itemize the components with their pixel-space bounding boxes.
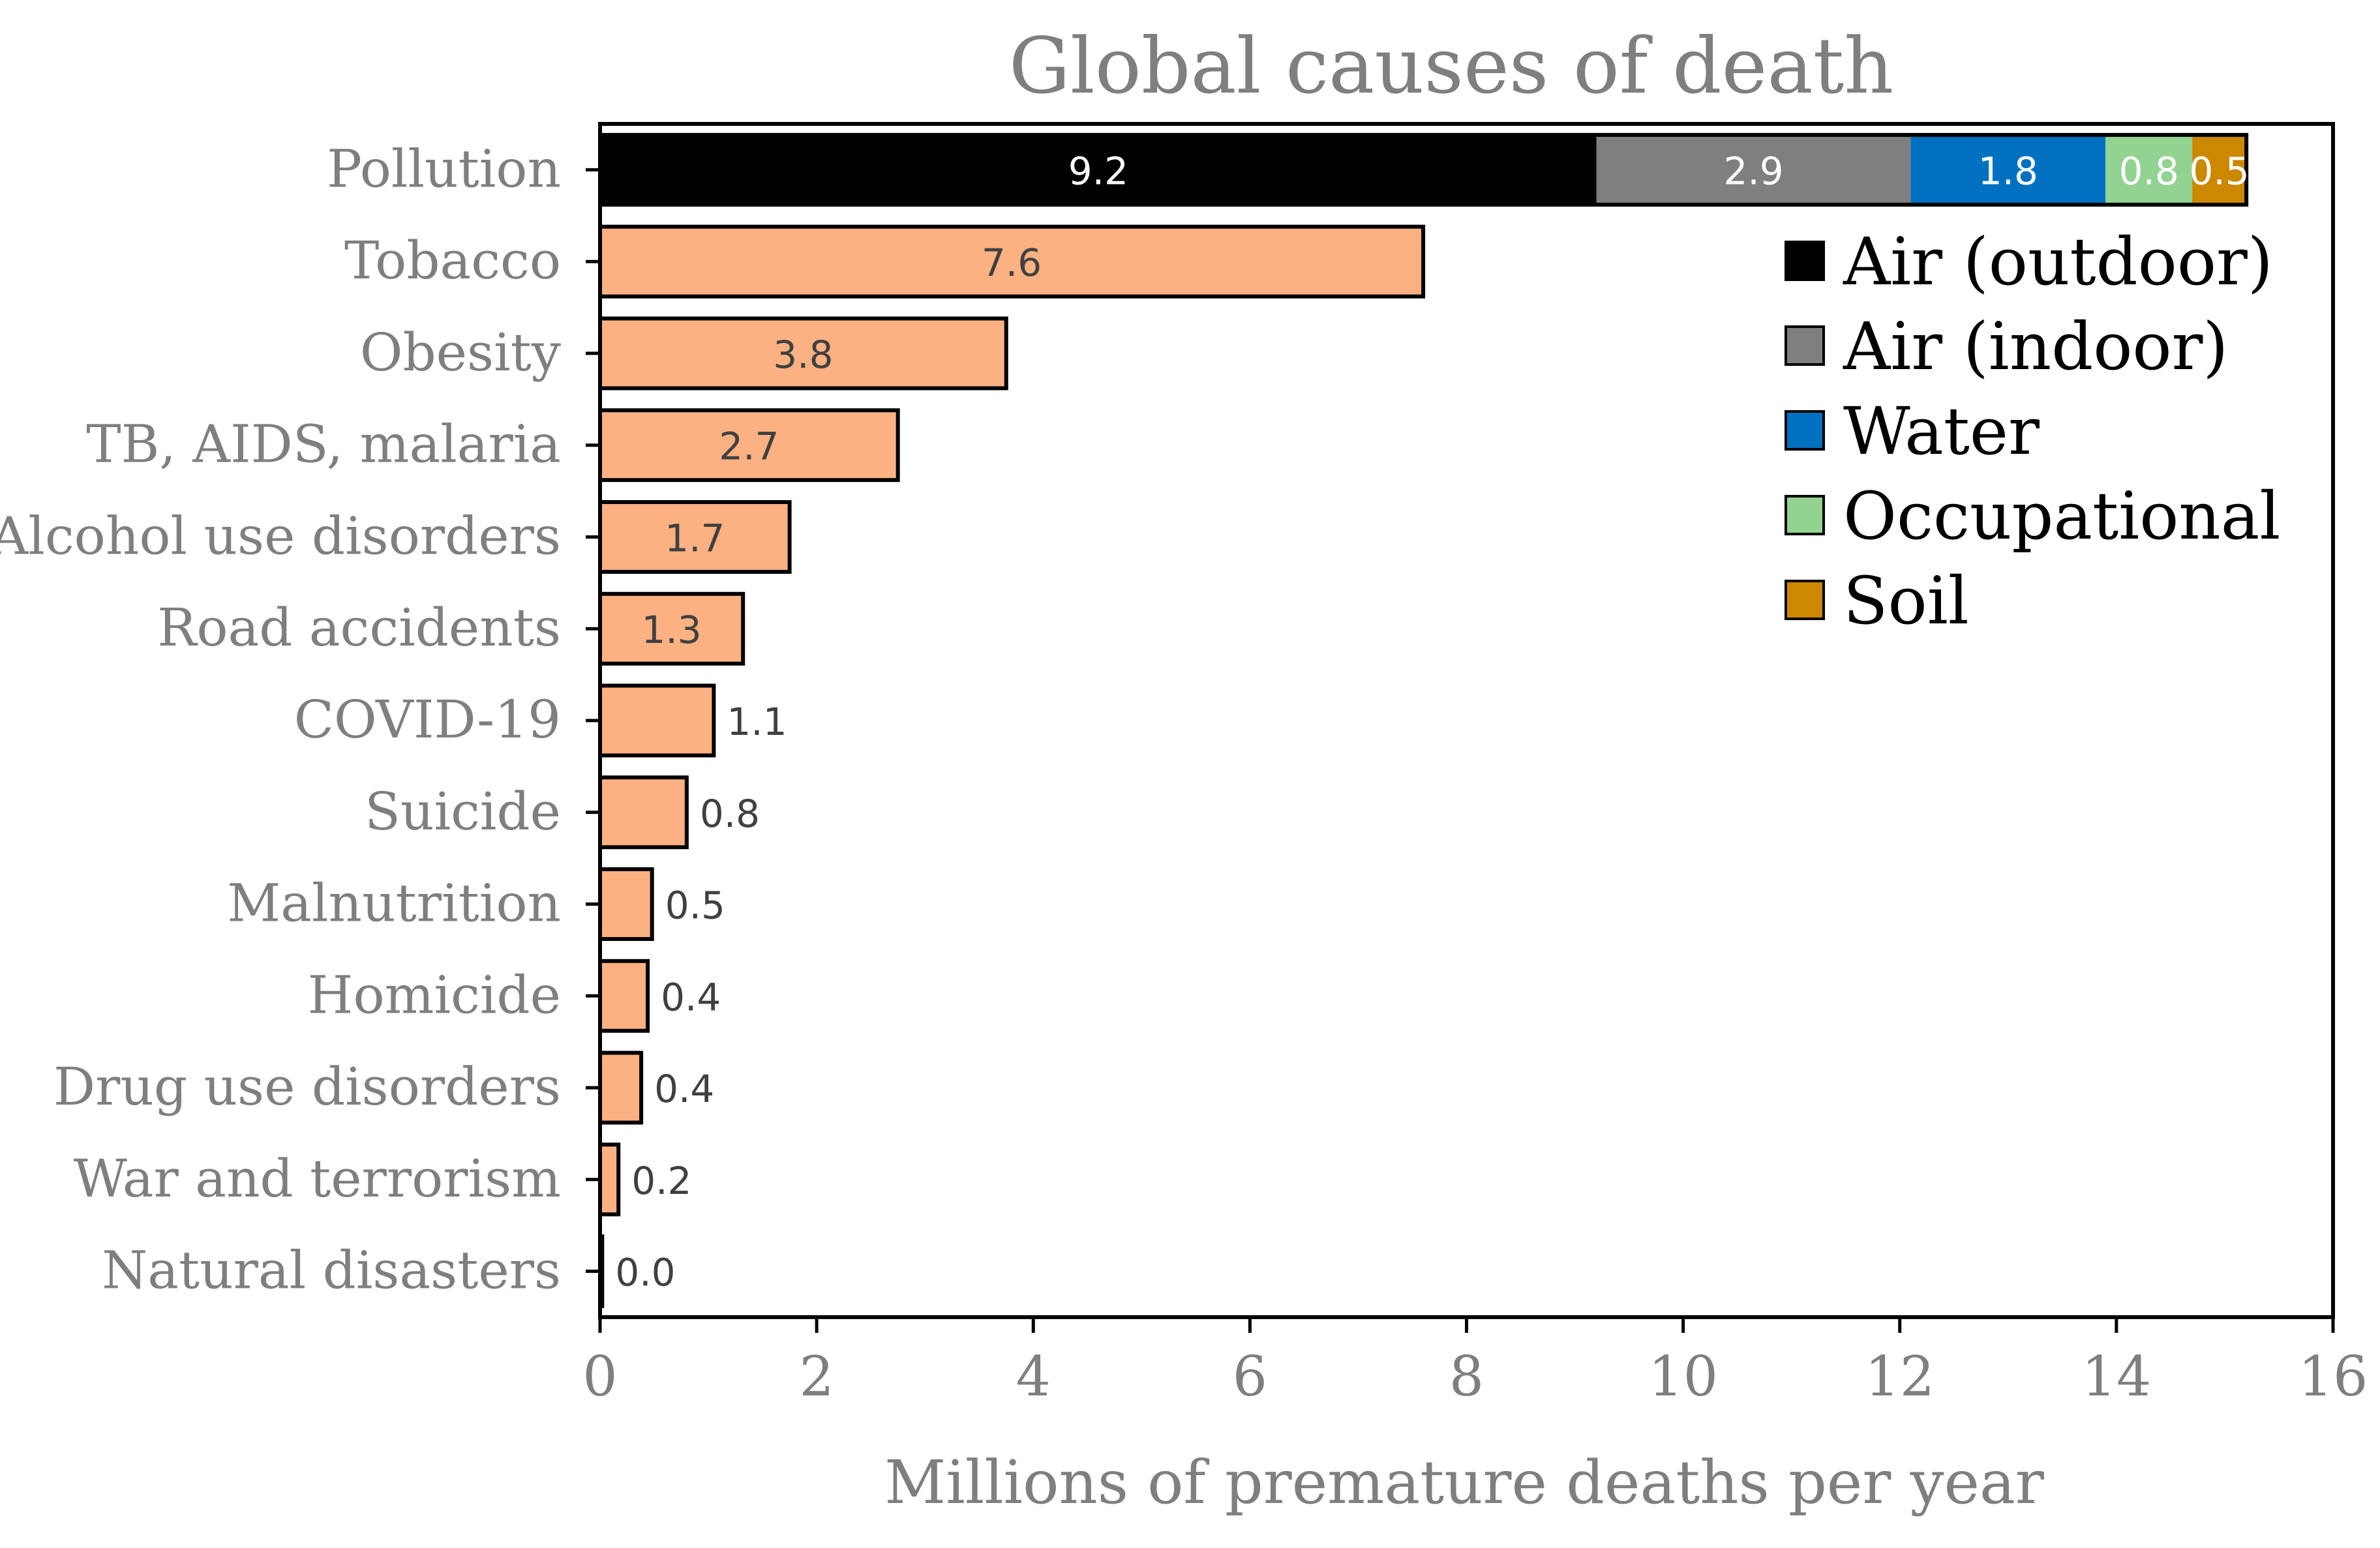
category-label-covid-19: COVID-19 — [294, 689, 561, 750]
legend-label-water: Water — [1843, 393, 2040, 469]
category-label-homicide: Homicide — [308, 964, 561, 1025]
category-label-alcohol-use-disorders: Alcohol use disorders — [0, 505, 561, 566]
data-label-natural-disasters: 0.0 — [615, 1251, 675, 1295]
bar-segment-occupational — [2105, 134, 2193, 205]
data-label-war-and-terrorism: 0.2 — [631, 1159, 691, 1203]
x-tick-label: 6 — [1233, 1345, 1267, 1408]
bar-homicide — [598, 959, 650, 1033]
data-label-homicide: 0.4 — [661, 975, 721, 1019]
data-label-tobacco: 7.6 — [982, 241, 1042, 285]
x-tick-label: 14 — [2081, 1345, 2151, 1408]
category-label-suicide: Suicide — [365, 781, 561, 842]
legend-label-occupational: Occupational — [1843, 478, 2280, 554]
legend-label-air-indoor: Air (indoor) — [1843, 308, 2228, 385]
category-label-tobacco: Tobacco — [344, 230, 561, 291]
data-label-air-indoor: 2.9 — [1723, 149, 1783, 193]
chart-title: Global causes of death — [1009, 21, 1893, 111]
x-tick-label: 12 — [1865, 1345, 1935, 1408]
data-label-malnutrition: 0.5 — [665, 884, 725, 928]
legend-swatch-air-indoor — [1785, 325, 1825, 366]
data-label-drug-use-disorders: 0.4 — [654, 1067, 714, 1111]
bar-suicide — [598, 775, 689, 850]
bar-segment-air-outdoor — [600, 134, 1597, 205]
data-label-tb-aids-malaria: 2.7 — [719, 424, 779, 469]
legend-label-air-outdoor: Air (outdoor) — [1843, 224, 2273, 300]
data-label-occupational: 0.8 — [2119, 149, 2179, 193]
x-tick-label: 10 — [1648, 1345, 1718, 1408]
data-label-road-accidents: 1.3 — [641, 608, 701, 652]
category-label-tb-aids-malaria: TB, AIDS, malaria — [86, 414, 561, 475]
legend: Air (outdoor) Air (indoor) Water Occupation… — [1785, 224, 2280, 639]
x-tick-label: 0 — [582, 1345, 617, 1408]
category-label-road-accidents: Road accidents — [157, 597, 561, 658]
data-label-alcohol-use-disorders: 1.7 — [665, 516, 725, 560]
category-label-war-and-terrorism: War and terrorism — [74, 1148, 561, 1209]
legend-swatch-air-outdoor — [1785, 241, 1825, 281]
bar-malnutrition — [598, 867, 654, 942]
data-label-covid-19: 1.1 — [727, 700, 787, 744]
bar-drug-use-disorders — [598, 1050, 644, 1125]
data-label-soil: 0.5 — [2190, 149, 2250, 193]
legend-label-soil: Soil — [1843, 563, 1969, 639]
legend-swatch-soil — [1785, 580, 1825, 620]
legend-swatch-water — [1785, 410, 1825, 451]
plot-area-frame — [598, 122, 2335, 1319]
category-label-malnutrition: Malnutrition — [227, 873, 561, 934]
bar-road-accidents — [598, 591, 746, 666]
data-label-air-outdoor: 9.2 — [1068, 149, 1128, 193]
bar-segment-air-indoor — [1596, 134, 1911, 205]
bar-segment-soil — [2192, 134, 2247, 205]
data-label-suicide: 0.8 — [700, 792, 760, 836]
category-label-obesity: Obesity — [360, 322, 561, 383]
bar-alcohol-use-disorders — [598, 499, 792, 574]
bar-tb-aids-malaria — [598, 408, 900, 483]
bar-war-and-terrorism — [598, 1142, 621, 1217]
x-tick-label: 2 — [799, 1345, 834, 1408]
legend-swatch-occupational — [1785, 495, 1825, 535]
bar-obesity — [598, 316, 1008, 391]
bar-segment-water — [1910, 134, 2106, 205]
x-tick-label: 16 — [2298, 1345, 2368, 1408]
bar-tobacco — [598, 224, 1426, 299]
data-label-water: 1.8 — [1978, 149, 2038, 193]
bar-covid-19 — [598, 683, 716, 758]
category-label-natural-disasters: Natural disasters — [102, 1240, 561, 1301]
x-tick-label: 8 — [1449, 1345, 1484, 1408]
x-axis-title: Millions of premature deaths per year — [884, 1448, 2044, 1517]
category-label-drug-use-disorders: Drug use disorders — [53, 1056, 561, 1117]
x-tick-label: 4 — [1016, 1345, 1051, 1408]
category-label-pollution: Pollution — [327, 138, 561, 199]
data-label-obesity: 3.8 — [773, 333, 833, 377]
